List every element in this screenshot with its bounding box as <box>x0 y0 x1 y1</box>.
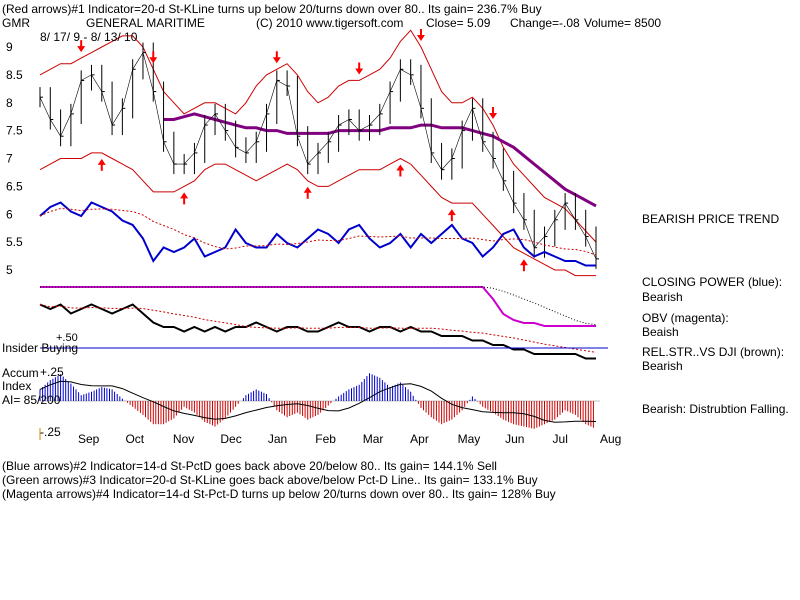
month-label: Aug <box>600 432 621 446</box>
up-arrow-icon <box>447 209 456 222</box>
month-label: Apr <box>410 432 429 446</box>
footer-line-1: (Blue arrows)#2 Indicator=14-d St-PctD g… <box>2 459 497 473</box>
volume-value: Volume= 8500 <box>584 16 662 30</box>
ai-label: AI= 85/200 <box>2 393 61 407</box>
month-label: Jan <box>268 432 287 446</box>
price-tick-label: 5.5 <box>6 235 23 249</box>
closing-power-line <box>39 201 596 267</box>
closing-power-ma-line <box>39 207 597 256</box>
rel-strength-ma-line <box>39 304 597 353</box>
change-value: Change=-.08 <box>510 16 580 30</box>
copyright: (C) 2010 www.tigersoft.com <box>256 16 404 30</box>
footer-line-2: (Green arrows)#3 Indicator=20-d St-KLine… <box>2 473 538 487</box>
month-label: Feb <box>315 432 336 446</box>
accum-note: Bearish: Distrubtion Falling. <box>642 402 789 416</box>
closing-power-title: CLOSING POWER (blue): <box>642 275 783 289</box>
down-arrow-icon <box>272 51 281 64</box>
down-arrow-icon <box>149 51 158 64</box>
month-label: Mar <box>363 432 384 446</box>
month-label: Jun <box>505 432 524 446</box>
accum-ma-line <box>39 380 597 423</box>
month-label: Jul <box>553 432 568 446</box>
price-tick-label: 7 <box>6 152 13 166</box>
rel-strength-value: Bearish <box>642 359 683 373</box>
price-tick-label: 8.5 <box>6 68 23 82</box>
price-trend-label: BEARISH PRICE TREND <box>642 212 780 226</box>
month-label: Nov <box>173 432 194 446</box>
accum-tick-plus25: +.25 <box>40 365 64 379</box>
up-arrow-icon <box>396 164 405 177</box>
rel-strength-title: REL.STR..VS DJI (brown): <box>642 345 785 359</box>
price-tick-label: 7.5 <box>6 124 23 138</box>
down-arrow-icon <box>355 62 364 75</box>
down-arrow-icon <box>489 107 498 120</box>
up-arrow-icon <box>97 158 106 171</box>
header-line: (Red arrows)#1 Indicator=20-d St-KLine t… <box>2 2 542 16</box>
accum-tick-minus25: -.25 <box>40 425 61 439</box>
down-arrow-icon <box>77 40 86 53</box>
footer-line-3: (Magenta arrows)#4 Indicator=14-d St-Pct… <box>2 487 556 501</box>
obv-title: OBV (magenta): <box>642 311 729 325</box>
price-tick-label: 6 <box>6 207 13 221</box>
month-label: Sep <box>78 432 100 446</box>
price-tick-label: 5 <box>6 263 13 277</box>
up-arrow-icon <box>303 186 312 199</box>
month-label: Oct <box>125 432 144 446</box>
month-label: Dec <box>220 432 241 446</box>
up-arrow-icon <box>519 259 528 272</box>
date-range: 8/ 17/ 9 - 8/ 13/ 10 <box>40 30 138 44</box>
up-arrow-icon <box>180 192 189 205</box>
upper-band-line <box>39 29 597 243</box>
price-tick-label: 6.5 <box>6 179 23 193</box>
price-tick-label: 8 <box>6 96 13 110</box>
accum-label: Accum <box>2 366 39 380</box>
insider-buying-label: Insider Buying <box>2 341 79 355</box>
close-value: Close= 5.09 <box>426 16 491 30</box>
price-tick-label: 9 <box>6 40 13 54</box>
down-arrow-icon <box>416 29 425 41</box>
lower-band-line <box>39 152 596 277</box>
ticker-symbol: GMR <box>2 16 30 30</box>
close-series-line <box>39 51 597 260</box>
rel-strength-line <box>39 303 596 360</box>
insider-plus50: +.50 <box>56 332 78 344</box>
closing-power-value: Bearish <box>642 290 683 304</box>
index-label: Index <box>2 379 32 393</box>
obv-line <box>40 286 596 327</box>
month-label: May <box>458 432 481 446</box>
company-name: GENERAL MARITIME <box>86 16 205 30</box>
obv-value: Beaish <box>642 325 679 339</box>
